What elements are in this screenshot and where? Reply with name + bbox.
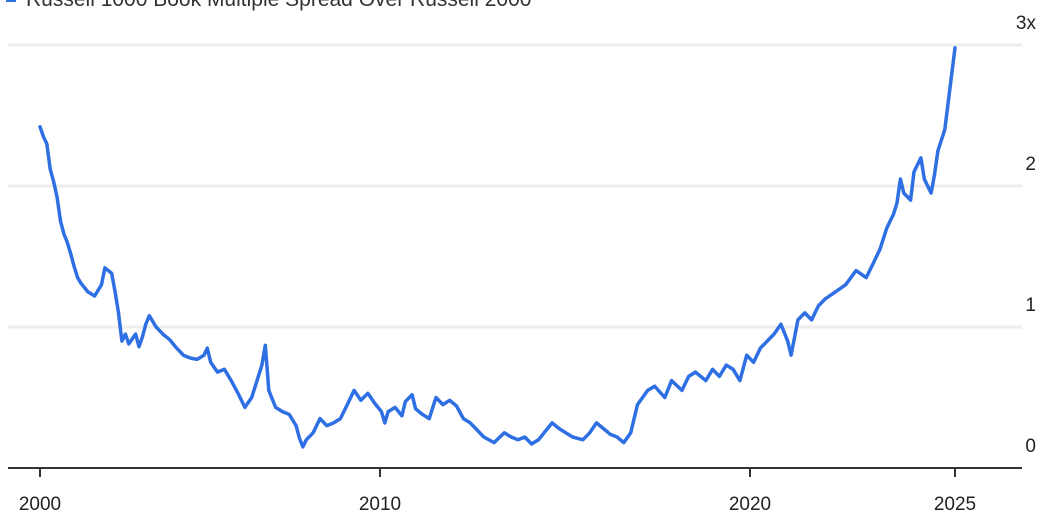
x-tick-label: 2025 <box>934 494 976 515</box>
x-tick-label: 2000 <box>19 494 61 515</box>
x-tick-label: 2020 <box>729 494 771 515</box>
y-tick-label: 1 <box>1025 295 1036 316</box>
x-tick-label: 2010 <box>359 494 401 515</box>
y-axis-ticks: 0 1 2 3x <box>1016 13 1037 457</box>
legend-label: Russell 1000 Book Multiple Spread Over R… <box>26 0 531 12</box>
x-axis-ticks: 2000 2010 2020 2025 <box>19 468 976 515</box>
series-line <box>38 46 957 449</box>
y-tick-label: 0 <box>1025 436 1036 457</box>
legend: Russell 1000 Book Multiple Spread Over R… <box>6 0 531 12</box>
legend-swatch <box>6 0 16 2</box>
y-tick-label: 3x <box>1016 13 1037 34</box>
y-tick-label: 2 <box>1025 154 1036 175</box>
gridlines <box>8 43 1022 329</box>
